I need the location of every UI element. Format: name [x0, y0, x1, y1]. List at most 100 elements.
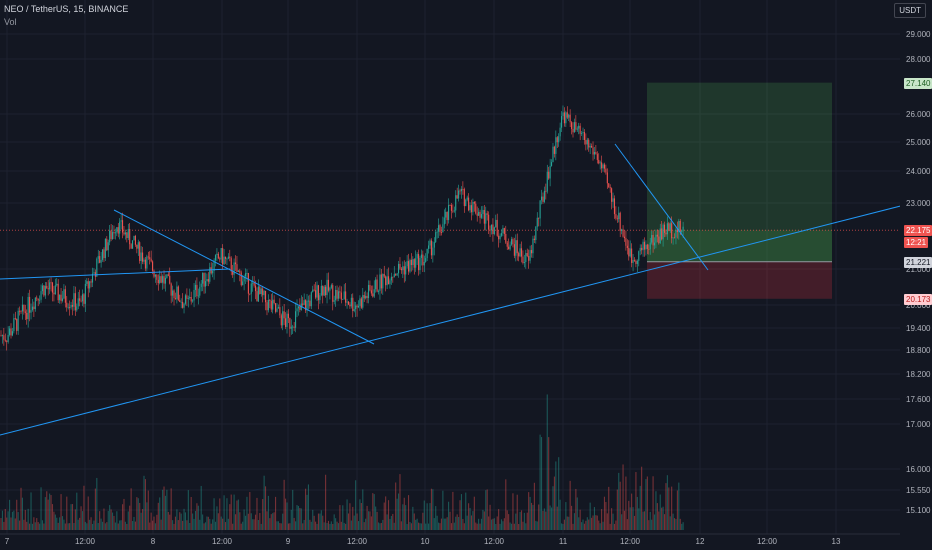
- candle-body[interactable]: [626, 245, 628, 249]
- candle-body[interactable]: [400, 268, 402, 271]
- candle-body[interactable]: [588, 139, 590, 148]
- candle-body[interactable]: [133, 235, 135, 241]
- candle-body[interactable]: [109, 230, 111, 243]
- candle-body[interactable]: [222, 248, 224, 265]
- candle-body[interactable]: [359, 298, 361, 306]
- candle-body[interactable]: [459, 190, 461, 192]
- candle-body[interactable]: [436, 231, 438, 233]
- candle-body[interactable]: [224, 256, 227, 259]
- candle-body[interactable]: [325, 286, 327, 296]
- candle-body[interactable]: [658, 236, 660, 244]
- candle-body[interactable]: [326, 279, 328, 296]
- candle-body[interactable]: [365, 295, 367, 299]
- candle-body[interactable]: [470, 205, 473, 213]
- candle-body[interactable]: [578, 125, 580, 129]
- candle-body[interactable]: [621, 229, 623, 232]
- candle-body[interactable]: [229, 256, 231, 259]
- candle-body[interactable]: [107, 242, 109, 251]
- candle-body[interactable]: [420, 254, 422, 258]
- candle-body[interactable]: [628, 248, 630, 257]
- candle-body[interactable]: [476, 213, 478, 216]
- candle-body[interactable]: [366, 295, 368, 299]
- candle-body[interactable]: [479, 211, 481, 218]
- candle-body[interactable]: [34, 297, 36, 310]
- candle-body[interactable]: [352, 297, 354, 312]
- candle-body[interactable]: [204, 281, 207, 287]
- candlesticks[interactable]: [0, 105, 684, 351]
- candle-body[interactable]: [33, 306, 35, 310]
- candle-body[interactable]: [449, 205, 451, 206]
- candle-body[interactable]: [682, 226, 684, 232]
- candle-body[interactable]: [565, 112, 567, 124]
- candle-body[interactable]: [415, 258, 417, 268]
- candle-body[interactable]: [212, 270, 214, 274]
- candle-body[interactable]: [551, 162, 553, 166]
- candle-body[interactable]: [653, 242, 656, 246]
- candle-body[interactable]: [681, 231, 683, 233]
- candle-body[interactable]: [596, 154, 598, 160]
- position-zones[interactable]: [0, 82, 900, 299]
- candle-body[interactable]: [435, 232, 437, 243]
- candle-body[interactable]: [651, 235, 653, 243]
- candle-body[interactable]: [257, 286, 259, 302]
- candle-body[interactable]: [260, 288, 262, 295]
- candle-body[interactable]: [104, 238, 106, 259]
- candle-body[interactable]: [641, 247, 643, 251]
- candle-body[interactable]: [392, 276, 394, 278]
- candle-body[interactable]: [357, 305, 360, 308]
- candle-body[interactable]: [297, 306, 299, 309]
- candle-body[interactable]: [46, 285, 48, 289]
- candle-body[interactable]: [184, 295, 187, 304]
- candle-body[interactable]: [512, 239, 514, 245]
- candle-body[interactable]: [515, 240, 517, 256]
- candle-body[interactable]: [84, 283, 86, 304]
- candle-body[interactable]: [233, 262, 235, 275]
- candle-body[interactable]: [160, 276, 162, 283]
- candle-body[interactable]: [270, 301, 272, 310]
- price-axis[interactable]: 29.000 28.000 26.000 25.000 24.000 23.000 21.0…: [900, 0, 932, 550]
- candle-body[interactable]: [252, 282, 254, 284]
- candle-body[interactable]: [80, 300, 82, 302]
- candle-body[interactable]: [307, 300, 309, 302]
- candle-body[interactable]: [244, 273, 247, 277]
- candle-body[interactable]: [332, 285, 334, 302]
- candle-body[interactable]: [276, 308, 278, 312]
- candle-body[interactable]: [93, 272, 95, 274]
- candle-body[interactable]: [433, 242, 435, 248]
- candle-body[interactable]: [482, 209, 484, 215]
- candle-body[interactable]: [103, 249, 105, 259]
- candle-body[interactable]: [395, 274, 397, 276]
- candle-body[interactable]: [425, 258, 427, 262]
- candle-body[interactable]: [315, 290, 317, 298]
- candle-body[interactable]: [582, 132, 584, 134]
- candle-body[interactable]: [549, 165, 551, 179]
- candle-body[interactable]: [522, 256, 524, 263]
- candle-body[interactable]: [234, 262, 237, 265]
- candle-body[interactable]: [76, 306, 78, 311]
- candle-body[interactable]: [202, 272, 204, 284]
- candle-body[interactable]: [369, 285, 371, 291]
- candle-body[interactable]: [223, 256, 225, 265]
- candle-body[interactable]: [130, 244, 132, 249]
- candle-body[interactable]: [480, 214, 483, 218]
- candle-body[interactable]: [668, 223, 670, 231]
- candle-body[interactable]: [602, 164, 604, 169]
- candle-body[interactable]: [96, 258, 98, 277]
- candle-body[interactable]: [579, 125, 581, 134]
- candle-body[interactable]: [385, 276, 387, 286]
- candle-body[interactable]: [663, 224, 666, 233]
- candle-body[interactable]: [591, 145, 593, 148]
- candle-body[interactable]: [302, 303, 304, 305]
- candle-body[interactable]: [631, 248, 633, 263]
- candle-body[interactable]: [569, 114, 571, 123]
- candle-body[interactable]: [656, 234, 658, 237]
- trendline[interactable]: [614, 143, 709, 271]
- candle-body[interactable]: [23, 304, 25, 312]
- candle-body[interactable]: [254, 285, 257, 292]
- candle-body[interactable]: [51, 282, 54, 293]
- candle-body[interactable]: [446, 211, 448, 221]
- candle-body[interactable]: [280, 315, 282, 326]
- candle-body[interactable]: [636, 260, 638, 264]
- candle-body[interactable]: [406, 261, 408, 267]
- candle-body[interactable]: [595, 151, 597, 155]
